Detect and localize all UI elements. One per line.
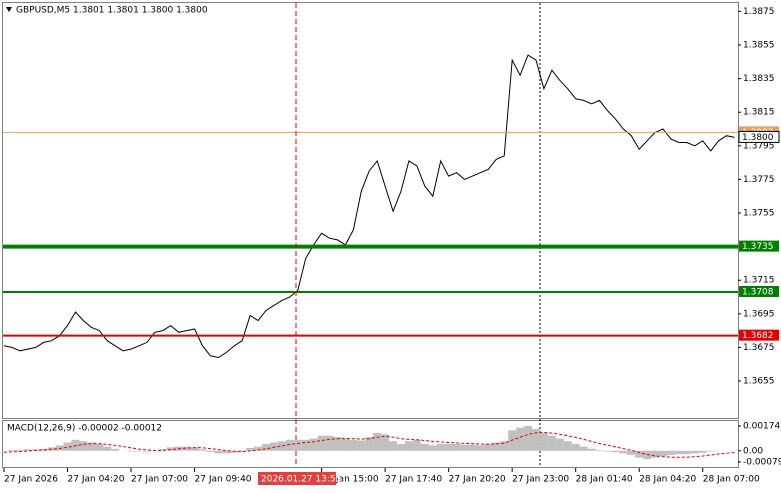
macd-bar xyxy=(691,451,699,454)
x-tick-label: 27 Jan 09:40 xyxy=(195,475,252,485)
macd-bar xyxy=(699,451,707,453)
level-label: 1.3735 xyxy=(742,242,774,252)
y-tick-label: 1.3815 xyxy=(743,108,775,118)
macd-bar xyxy=(270,443,278,451)
macd-bar xyxy=(635,451,643,458)
macd-bar xyxy=(206,451,214,452)
macd-bar xyxy=(16,450,24,451)
macd-bar xyxy=(707,451,715,452)
macd-title: MACD(12,26,9) -0.00002 -0.00012 xyxy=(7,424,162,434)
macd-bar xyxy=(326,436,334,451)
macd-bar xyxy=(564,441,572,451)
y-tick-label: -0.00079 xyxy=(743,458,781,468)
y-tick-label: 1.3695 xyxy=(743,309,775,319)
macd-bar xyxy=(341,439,349,451)
macd-bar xyxy=(596,450,604,451)
macd-bar xyxy=(659,451,667,456)
macd-bar xyxy=(516,428,524,451)
macd-bar xyxy=(603,451,611,452)
y-tick-label: 0.00174 xyxy=(743,422,780,432)
x-tick-label: 28 Jan 01:40 xyxy=(576,475,633,485)
macd-bar xyxy=(429,445,437,450)
macd-bar xyxy=(318,436,326,451)
x-tick-label: 27 Jan 17:40 xyxy=(385,475,442,485)
macd-bar xyxy=(461,445,469,451)
macd-bar xyxy=(556,439,564,451)
macd-bar xyxy=(468,445,476,451)
macd-bar xyxy=(349,440,357,451)
macd-bar xyxy=(405,441,413,451)
macd-bar xyxy=(413,440,421,451)
macd-bar xyxy=(214,451,222,454)
macd-bar xyxy=(310,439,318,451)
macd-bar xyxy=(373,433,381,451)
price-label: 1.3800 xyxy=(742,133,774,143)
macd-bar xyxy=(500,441,508,451)
chart-title: GBPUSD,M5 1.3801 1.3801 1.3800 1.3800 xyxy=(16,6,208,16)
macd-bar xyxy=(532,429,540,451)
macd-bar xyxy=(421,444,429,451)
macd-bar xyxy=(357,441,365,451)
x-tick-label: 27 Jan 07:00 xyxy=(131,475,188,485)
y-tick-label: 1.3655 xyxy=(743,377,775,387)
macd-bar xyxy=(8,450,16,451)
x-tick-label: 27 Jan 2026 xyxy=(4,475,58,485)
y-tick-label: 1.3715 xyxy=(743,276,775,286)
macd-bar xyxy=(286,440,294,451)
macd-bar xyxy=(453,444,461,451)
cursor-label: 2026.01.27 13:55 xyxy=(261,475,341,485)
macd-bar xyxy=(302,440,310,451)
macd-bar xyxy=(199,449,207,450)
macd-bar xyxy=(71,440,79,451)
macd-bar xyxy=(675,451,683,454)
x-tick-label: 28 Jan 07:00 xyxy=(703,475,760,485)
macd-bar xyxy=(611,451,619,452)
y-tick-label: 1.3835 xyxy=(743,74,775,84)
macd-bar xyxy=(540,433,548,451)
macd-bar xyxy=(389,441,397,451)
macd-bar xyxy=(127,451,135,452)
level-label: 1.3682 xyxy=(742,331,774,341)
macd-bar xyxy=(548,436,556,451)
x-tick-label: 27 Jan 20:20 xyxy=(449,475,506,485)
macd-bar xyxy=(262,444,270,451)
y-tick-label: 0.00 xyxy=(743,446,763,456)
y-tick-label: 1.3855 xyxy=(743,41,775,51)
macd-bar xyxy=(667,451,675,455)
macd-bar xyxy=(143,451,151,452)
macd-bar xyxy=(572,444,580,451)
macd-bar xyxy=(588,449,596,451)
x-tick-label: 27 Jan 04:20 xyxy=(68,475,125,485)
macd-bar xyxy=(135,451,143,452)
macd-bar xyxy=(95,444,103,451)
x-tick-label: 27 Jan 23:00 xyxy=(512,475,569,485)
macd-bar xyxy=(111,449,119,451)
macd-bar xyxy=(484,444,492,451)
macd-bar xyxy=(476,445,484,450)
macd-bar xyxy=(79,441,87,451)
y-tick-label: 1.3755 xyxy=(743,209,775,219)
macd-bar xyxy=(683,451,691,454)
x-tick-label: 28 Jan 04:20 xyxy=(639,475,696,485)
macd-bar xyxy=(397,444,405,451)
macd-bar xyxy=(445,444,453,451)
macd-bar xyxy=(103,447,111,451)
macd-bar xyxy=(437,444,445,451)
y-tick-label: 1.3875 xyxy=(743,7,775,17)
macd-bar xyxy=(294,440,302,451)
macd-bar xyxy=(580,447,588,451)
level-label: 1.3708 xyxy=(742,287,774,297)
macd-bar xyxy=(524,426,532,451)
y-tick-label: 1.3775 xyxy=(743,175,775,185)
macd-bar xyxy=(619,451,627,454)
y-tick-label: 1.3675 xyxy=(743,343,775,353)
